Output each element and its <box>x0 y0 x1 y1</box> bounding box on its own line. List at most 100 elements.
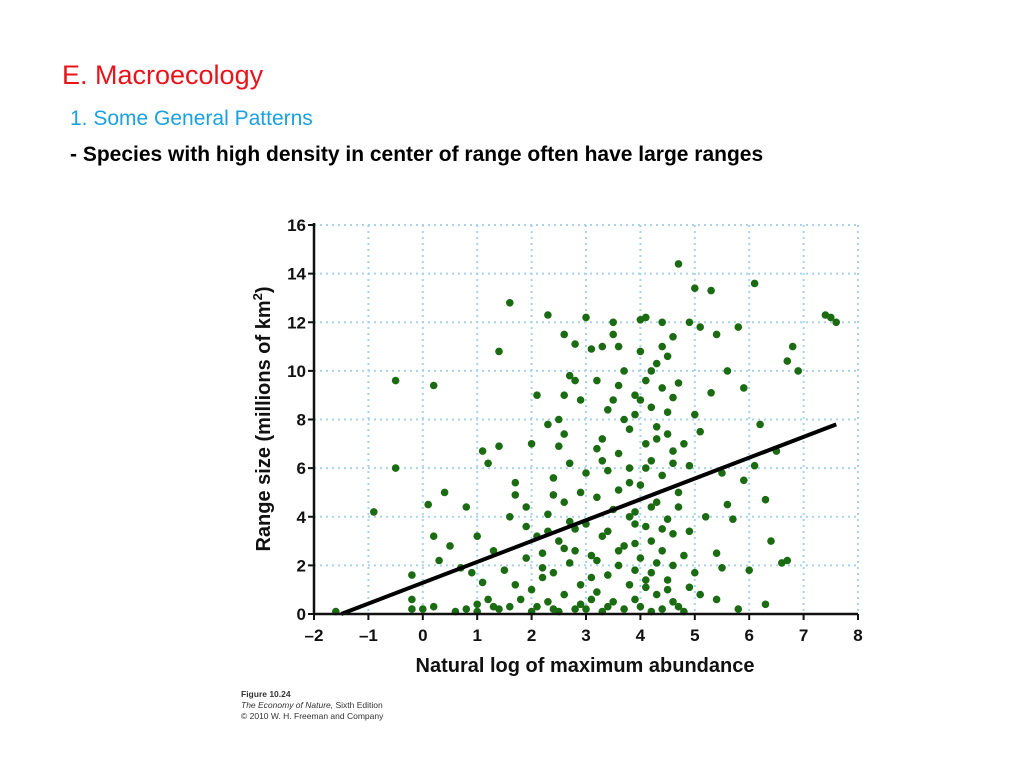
data-point <box>408 595 416 604</box>
data-point <box>642 376 650 385</box>
data-point <box>544 311 552 319</box>
data-point <box>435 556 443 565</box>
data-point <box>636 347 645 356</box>
data-point <box>593 588 601 596</box>
data-point <box>565 371 574 380</box>
data-point <box>636 554 645 562</box>
data-point <box>614 381 623 390</box>
data-point <box>576 581 585 589</box>
data-point <box>506 299 514 307</box>
y-axis-label-main: Range size (millions of km <box>253 300 275 551</box>
data-point <box>582 313 590 322</box>
data-point <box>663 352 672 361</box>
data-point <box>734 323 743 331</box>
data-point <box>614 342 623 351</box>
data-point <box>571 605 579 613</box>
data-point <box>642 464 650 472</box>
data-point <box>576 396 585 404</box>
data-point <box>484 459 492 468</box>
data-point <box>408 571 416 579</box>
data-point <box>506 513 514 521</box>
x-tick-label: 8 <box>853 626 862 645</box>
data-point <box>620 415 628 424</box>
data-point <box>674 488 683 497</box>
y-axis-label: Range size (millions of km2) <box>250 286 275 551</box>
data-point <box>614 449 623 458</box>
caption-copyright: © 2010 W. H. Freeman and Company <box>241 711 384 721</box>
data-point <box>625 581 634 589</box>
data-point <box>794 367 802 375</box>
data-point <box>555 442 563 450</box>
data-point <box>669 447 677 455</box>
data-point <box>473 600 481 609</box>
data-point <box>587 573 596 582</box>
data-point <box>658 547 666 555</box>
data-point <box>740 384 748 392</box>
data-point <box>723 500 732 509</box>
data-point <box>658 471 666 480</box>
data-point <box>636 481 645 489</box>
data-point <box>549 474 558 482</box>
data-point <box>745 566 753 574</box>
x-tick-label: 5 <box>690 626 699 645</box>
data-point <box>647 457 656 465</box>
data-point <box>538 549 547 557</box>
data-point <box>685 527 694 536</box>
data-point <box>533 391 541 399</box>
caption-source: The Economy of Nature, Sixth Edition <box>241 700 383 711</box>
data-point <box>587 551 596 560</box>
x-tick-label: –2 <box>305 626 324 645</box>
data-point <box>669 530 677 538</box>
data-point <box>750 279 759 288</box>
data-point <box>642 440 650 448</box>
data-point <box>598 435 607 443</box>
data-point <box>778 559 786 567</box>
data-point <box>609 318 617 327</box>
data-point <box>560 430 568 438</box>
data-point <box>614 561 623 570</box>
data-point <box>663 515 672 523</box>
data-point <box>478 447 487 455</box>
data-point <box>691 568 699 577</box>
data-point <box>718 469 726 477</box>
data-point <box>538 573 547 582</box>
data-point <box>560 391 568 399</box>
axes <box>308 223 859 620</box>
data-point <box>560 498 568 507</box>
data-point <box>631 539 639 548</box>
data-point <box>707 286 715 295</box>
data-point <box>609 598 617 606</box>
data-point <box>669 598 677 606</box>
data-point <box>647 367 656 375</box>
y-tick-label: 8 <box>297 411 306 430</box>
data-point <box>652 590 661 599</box>
data-point <box>788 342 797 351</box>
data-point <box>511 581 520 589</box>
data-point <box>593 376 601 385</box>
data-point <box>571 547 579 555</box>
data-point <box>663 408 672 416</box>
data-point <box>391 376 400 385</box>
data-point <box>685 318 694 327</box>
data-point <box>614 486 623 494</box>
x-tick-label: 1 <box>472 626 481 645</box>
data-point <box>604 527 612 536</box>
data-point <box>642 583 650 592</box>
x-tick-label: 2 <box>527 626 536 645</box>
data-point <box>625 464 634 472</box>
data-point <box>516 595 525 604</box>
y-tick-label: 16 <box>287 216 306 235</box>
data-point <box>696 323 704 331</box>
data-point <box>424 500 432 509</box>
data-point <box>696 427 704 436</box>
data-point <box>391 464 400 472</box>
data-point <box>652 435 661 443</box>
data-point <box>652 423 661 431</box>
data-point <box>604 466 612 475</box>
data-point <box>473 532 481 540</box>
data-point <box>495 442 503 450</box>
data-point <box>658 525 666 533</box>
data-point <box>674 379 683 387</box>
data-point <box>636 396 645 404</box>
